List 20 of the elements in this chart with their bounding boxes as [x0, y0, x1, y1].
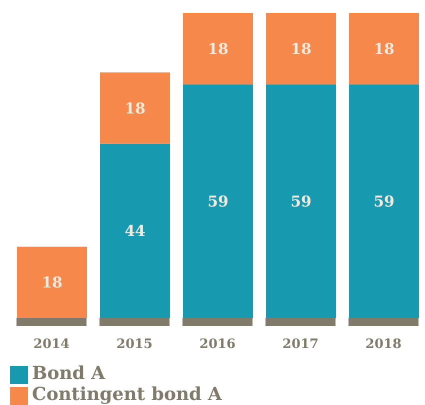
x-tick-label: 2015 [116, 337, 153, 352]
data-label: 18 [208, 40, 228, 58]
x-tick-label: 2016 [199, 337, 236, 352]
bar [100, 72, 170, 144]
data-label: 18 [124, 99, 146, 118]
legend-label: Contingent bond A [32, 384, 222, 405]
x-tick-label: 2018 [365, 337, 402, 352]
data-label: 18 [42, 274, 62, 292]
legend-label: Bond A [32, 363, 106, 384]
x-tick-label: 2017 [282, 337, 319, 352]
data-label: 59 [374, 192, 394, 210]
data-label: 59 [208, 192, 228, 210]
bar [183, 13, 253, 84]
data-label: 44 [124, 222, 146, 240]
x-tick-label: 2014 [33, 337, 70, 352]
bar [349, 13, 419, 84]
data-label: 59 [290, 192, 312, 210]
bar [266, 13, 336, 84]
data-label: 18 [290, 40, 312, 58]
data-label: 18 [374, 40, 394, 58]
